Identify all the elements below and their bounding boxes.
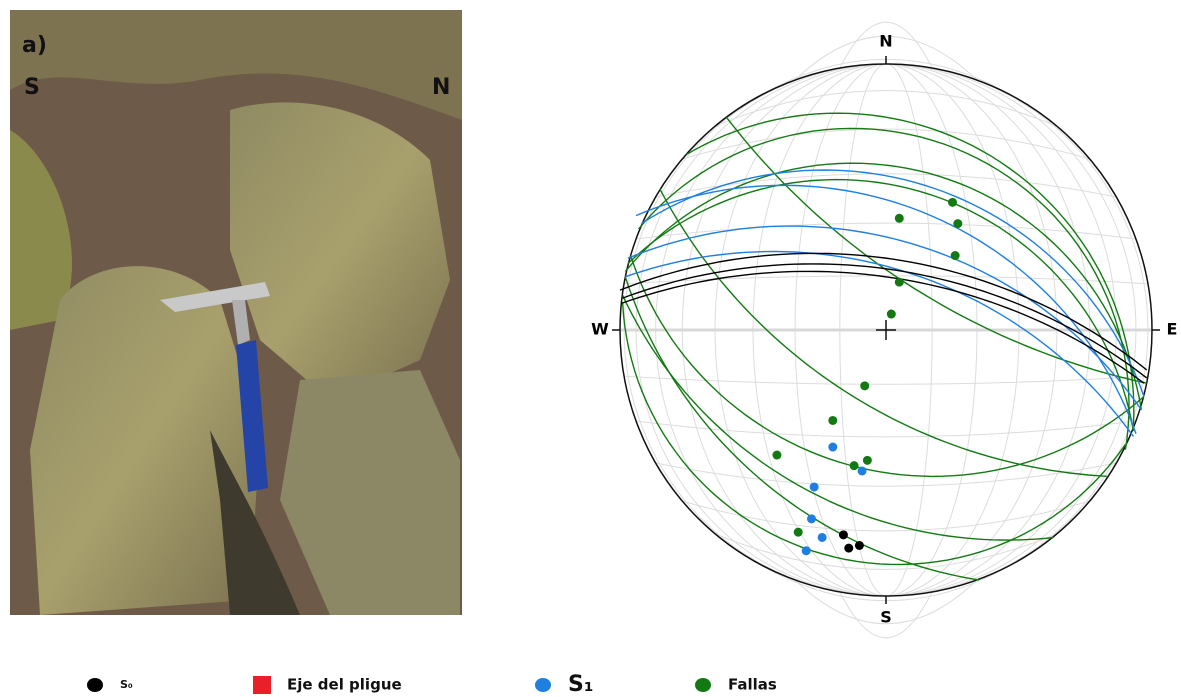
- great-circle: [636, 185, 1136, 433]
- legend-label: S₀: [120, 678, 133, 691]
- pole: [850, 461, 859, 470]
- pole: [855, 541, 864, 550]
- direction-label: N: [879, 32, 892, 51]
- pole: [860, 381, 869, 390]
- pole: [839, 530, 848, 539]
- legend-swatch: [87, 678, 103, 692]
- great-circle: [625, 277, 979, 580]
- pole: [818, 533, 827, 542]
- pole: [858, 466, 867, 475]
- pole: [828, 416, 837, 425]
- legend: S₀ Eje del pligue S₁ Fallas: [87, 672, 777, 697]
- pole: [895, 278, 904, 287]
- pole: [948, 198, 957, 207]
- great-circle: [631, 256, 1144, 477]
- direction-label: E: [1167, 320, 1178, 339]
- photo-label: N: [432, 75, 450, 100]
- pole: [895, 214, 904, 223]
- direction-label: W: [591, 320, 609, 339]
- pole: [951, 251, 960, 260]
- legend-swatch: [535, 678, 551, 692]
- legend-swatch: [253, 676, 271, 694]
- pole: [810, 482, 819, 491]
- legend-swatch: [695, 678, 711, 692]
- pole: [828, 443, 837, 452]
- great-circle: [687, 113, 1134, 426]
- net-center: [876, 320, 896, 340]
- photo-label: S: [24, 75, 40, 100]
- pole: [863, 456, 872, 465]
- legend-label: Fallas: [728, 676, 777, 694]
- pole: [772, 451, 781, 460]
- photo: [10, 10, 462, 615]
- pole: [844, 544, 853, 553]
- net-parallel: [656, 463, 1117, 486]
- legend-label: Eje del pligue: [287, 676, 402, 694]
- net-parallel: [636, 421, 1136, 437]
- pole: [887, 310, 896, 319]
- figure: a) S N N E S W S₀ Eje del pligue S₁ Fallas: [0, 0, 1182, 697]
- great-circle: [620, 253, 1147, 370]
- pole: [802, 546, 811, 555]
- pole: [794, 528, 803, 537]
- legend-label: S₁: [568, 672, 593, 697]
- net-parallel: [682, 129, 1090, 159]
- pole: [953, 219, 962, 228]
- photo-label: a): [22, 33, 47, 58]
- net-parallel: [682, 501, 1090, 531]
- stereonet: N E S W: [591, 22, 1177, 638]
- direction-label: S: [880, 608, 892, 627]
- pole: [807, 514, 816, 523]
